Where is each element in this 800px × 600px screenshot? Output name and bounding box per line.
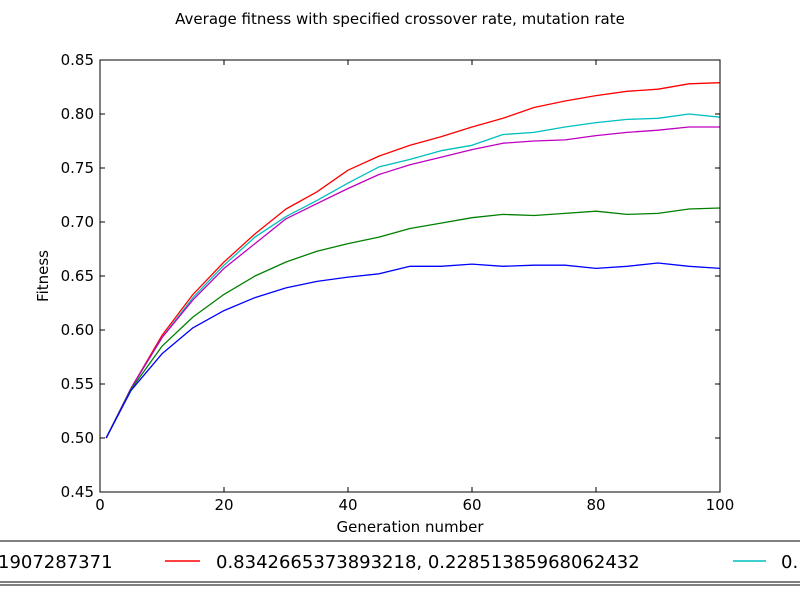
x-tick-label: 100 [706, 496, 735, 514]
y-tick-label: 0.45 [61, 483, 94, 501]
y-axis-label: Fitness [34, 250, 52, 302]
series-line-1 [105, 113, 721, 439]
legend-entry-0-label: 1907287371 [0, 552, 113, 573]
y-tick-label: 0.60 [61, 321, 94, 339]
y-axis: 0.45 0.50 0.55 0.60 0.65 0.70 0.75 0.80 0.85 [61, 51, 720, 501]
y-tick-label: 0.65 [61, 267, 94, 285]
series-line-4 [105, 262, 721, 439]
x-axis-label: Generation number [337, 518, 485, 536]
series-layer [105, 82, 721, 439]
legend-entry-2-label: 0. [781, 552, 798, 573]
x-tick-label: 20 [214, 496, 233, 514]
legend-entry-1-label: 0.8342665373893218, 0.22851385968062432 [216, 552, 640, 573]
x-tick-label: 80 [586, 496, 605, 514]
y-tick-label: 0.75 [61, 159, 94, 177]
legend: 1907287371 0.8342665373893218, 0.2285138… [0, 540, 800, 586]
y-tick-label: 0.80 [61, 105, 94, 123]
y-tick-label: 0.50 [61, 429, 94, 447]
y-tick-label: 0.85 [61, 51, 94, 69]
x-tick-label: 0 [95, 496, 105, 514]
chart-title: Average fitness with specified crossover… [175, 10, 625, 28]
series-line-2 [105, 126, 720, 439]
x-tick-label: 40 [338, 496, 357, 514]
x-tick-label: 60 [462, 496, 481, 514]
series-line-0 [105, 82, 721, 439]
y-tick-label: 0.70 [61, 213, 94, 231]
y-tick-label: 0.55 [61, 375, 94, 393]
series-line-3 [105, 207, 721, 439]
x-axis: 0 20 40 60 80 100 [95, 60, 734, 514]
plot-frame [99, 59, 721, 493]
